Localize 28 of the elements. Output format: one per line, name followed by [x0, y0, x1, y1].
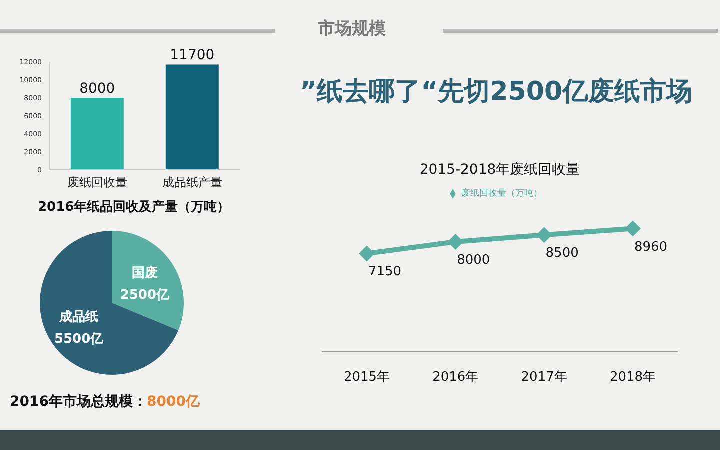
- x-tick-label: 2016年: [432, 370, 479, 386]
- point: [448, 234, 464, 250]
- text: 2016年纸品回收及产量（万吨）: [38, 198, 230, 216]
- x-tick-label: 成品纸产量: [162, 176, 222, 190]
- point: [536, 227, 552, 244]
- data-label: 8960: [634, 240, 668, 255]
- data-label: 8500: [546, 246, 579, 262]
- x-tick-label: 废纸回收量: [68, 176, 128, 190]
- data-label: 11700: [170, 48, 215, 64]
- legend-label: 废纸回收量（万吨）: [462, 189, 542, 199]
- data-label: 8000: [457, 253, 490, 268]
- data-label: 8000: [80, 81, 116, 97]
- x-tick-label: 2015年: [344, 370, 390, 386]
- text: ”纸去哪了“先切2500亿废纸市场: [300, 76, 693, 109]
- pie-slice: [40, 231, 179, 375]
- x-tick-label: 2017年: [521, 370, 568, 386]
- slice-label: 国废: [132, 265, 158, 281]
- point: [359, 246, 375, 262]
- text: 8000亿: [146, 394, 200, 410]
- x-tick-label: 2018年: [610, 370, 656, 386]
- data-label: 2500亿: [120, 288, 171, 303]
- point: [625, 220, 641, 237]
- chart-title: 2015-2018年废纸回收量: [418, 161, 582, 179]
- text: 市场规模: [318, 18, 386, 40]
- data-label: 5500亿: [54, 332, 105, 347]
- pie-slice: [112, 231, 184, 331]
- slice-label: 成品纸: [58, 310, 99, 325]
- data-label: 7150: [368, 264, 402, 280]
